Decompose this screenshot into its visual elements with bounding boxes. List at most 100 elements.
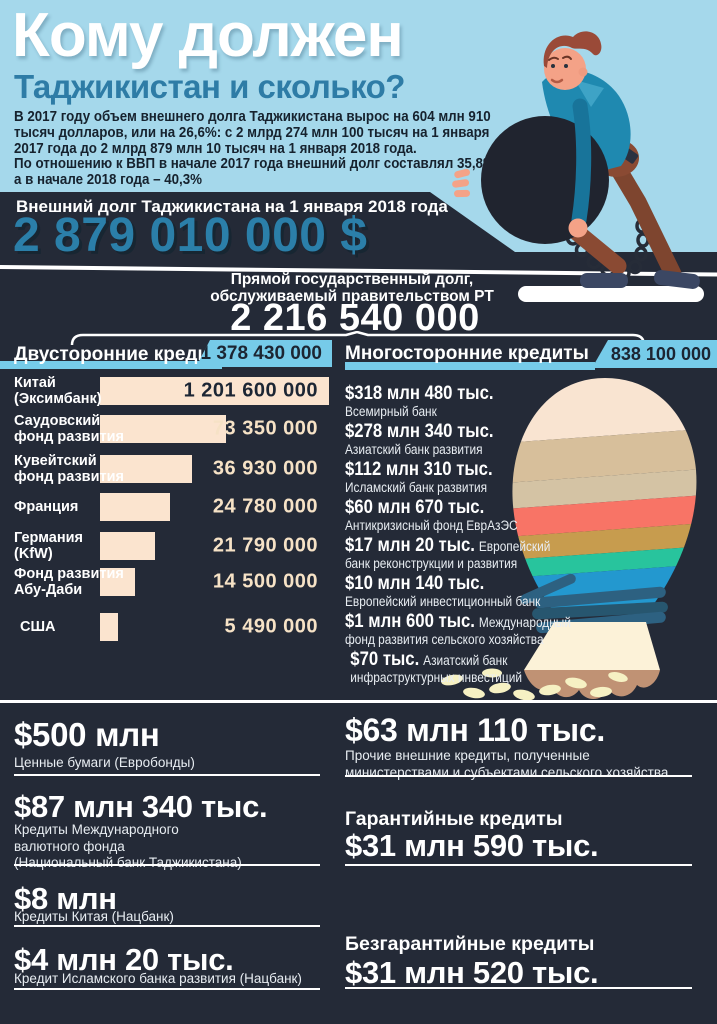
bar-value: 24 780 000 [212,495,318,518]
bar-value: 1 201 600 000 [183,379,318,402]
bilateral-header-underline [0,361,222,369]
divider-rule [345,987,692,989]
divider-rule [14,774,320,776]
bar-label: Германия (KfW) [14,530,83,562]
divider-rule [14,864,320,866]
bar [100,415,226,443]
other-debts-right-column: $63 млн 110 тыс. Прочие внешние кредиты,… [345,712,692,1002]
divider-rule [345,864,692,866]
debt-amount: $500 млн [14,716,160,753]
divider-rule [14,925,320,927]
bank-name: Всемирный банк [345,404,437,419]
bank-name: Азиатский банк развития [345,442,483,457]
bar-label: Китай (Эксимбанк) [14,375,102,407]
bar [100,377,329,405]
bilateral-header: Двусторонние кредиты [14,344,235,365]
bar-row: Франция 24 780 000 [0,493,345,521]
direct-debt-label-line1: Прямой государственный долг, [230,271,474,288]
bar-label: Кувейтский фонд развития [14,453,124,485]
debt-amount: $87 млн 340 тыс. [14,789,268,824]
divider-rule [14,988,320,990]
road [518,286,704,302]
bar [100,613,118,641]
balloon-svg [441,378,697,701]
intro-line: В 2017 году объем внешнего долга Таджики… [14,109,491,125]
list-item: $278 млн 340 тыс. Азиатский банк развити… [345,421,591,458]
debt-desc: Кредиты Китая (Нацбанк) [14,909,174,924]
bar-label: Саудовский фонд развития [14,413,124,445]
bank-name: инфраструктурных инвестиций [350,670,523,685]
bar-value: 21 790 000 [212,534,318,557]
bar-row: Германия (KfW) 21 790 000 [0,530,345,562]
sack-mouth [524,622,660,670]
amount-label: $60 млн 670 тыс. [345,497,485,518]
bank-name: Антикризисный фонд ЕврАзЭС [345,518,518,533]
amount-label: $10 млн 140 тыс. [345,573,485,594]
bar-value: 36 930 000 [212,457,318,480]
amount-label: $17 млн 20 тыс. [345,535,475,556]
intro-line: а в начале 2018 года – 40,3% [14,172,203,189]
intro-line: По отношению к ВВП в начале 2017 года вн… [14,156,499,173]
brace-decoration [70,330,646,350]
bank-name: Международный [478,615,571,630]
bank-name: Европейский инвестиционный банк [345,594,541,609]
debt-desc: Кредиты Международного валютного фонда (… [14,822,242,870]
guaranteed-credits-label: Гарантийные кредиты [345,808,563,830]
list-item: $318 млн 480 тыс. Всемирный банк [345,383,591,420]
debt-amount: $31 млн 590 тыс. [345,828,599,863]
unguaranteed-credits-label: Безгарантийные кредиты [345,933,595,955]
bar-label: США [20,619,56,635]
debt-amount: $31 млн 520 тыс. [345,955,599,990]
multilateral-total-badge: 838 100 000 [592,340,717,368]
section-divider [0,700,717,703]
amount-label: $112 млн 310 тыс. [345,459,493,480]
divider-rule [345,775,692,777]
bar-label: Франция [14,499,79,515]
multilateral-header: Многосторонние кредиты [345,343,589,364]
head [543,31,602,90]
list-item: $112 млн 310 тыс. Исламский банк развити… [345,459,591,496]
man-with-debt-ball-illustration [430,22,717,308]
list-item: $10 млн 140 тыс. Европейский инвестицион… [345,573,591,610]
list-item: $1 млн 600 тыс. Международный фонд разви… [345,611,591,648]
debt-amount: $4 млн 20 тыс. [14,942,234,977]
amount-label: $278 млн 340 тыс. [345,421,494,442]
bilateral-bar-chart: Китай (Эксимбанк) 1 201 600 000 Саудовски… [0,375,345,641]
bank-name: Азиатский банк [423,653,508,668]
bar-row: Фонд развития Абу-Даби 14 500 000 [0,566,345,598]
bar-row: Кувейтский фонд развития 36 930 000 [0,453,345,485]
bar-value: 14 500 000 [212,570,318,593]
bar [100,493,170,521]
debt-desc: Ценные бумаги (Евробонды) [14,755,195,770]
amount-label: $70 тыс. [350,649,420,670]
striped-balloon-coins-illustration [430,372,717,704]
total-debt-value: 2 879 010 000 $ [13,209,368,262]
direct-debt-label-line2: обслуживаемый правительством РТ [210,288,494,305]
total-debt-label: Внешний долг Таджикистана на 1 января 20… [16,197,448,216]
amount-label: $1 млн 600 тыс. [345,611,475,632]
bar [100,568,135,596]
bar-value: 73 350 000 [212,417,318,440]
debt-desc: Кредит Исламского банка развития (Нацбан… [14,971,302,986]
bar-row: Саудовский фонд развития 73 350 000 [0,413,345,445]
list-item: $17 млн 20 тыс. Европейский банк реконст… [345,535,591,572]
debt-amount: $8 млн [14,881,117,916]
amount-label: $318 млн 480 тыс. [345,383,494,404]
page-title: Кому должен [12,1,404,70]
far-hand-fingers [452,168,471,198]
collar [575,80,604,107]
list-item: $70 тыс. Азиатский банк инфраструктурных… [345,649,591,686]
bank-name: Исламский банк развития [345,480,488,495]
multilateral-list: $318 млн 480 тыс. Всемирный банк $278 мл… [345,383,591,687]
debtor-illustration-svg [452,31,704,302]
hand [568,218,588,238]
arm [571,98,592,228]
bar [100,532,155,560]
bank-name: Европейский [478,539,551,554]
bank-name: банк реконструкции и развития [345,556,518,571]
page-subtitle: Таджикистан и сколько? [14,68,405,105]
bar-label: Фонд развития Абу-Даби [14,566,124,598]
bar-row: Китай (Эксимбанк) 1 201 600 000 [0,375,345,407]
list-item: $60 млн 670 тыс. Антикризисный фонд ЕврА… [345,497,591,534]
